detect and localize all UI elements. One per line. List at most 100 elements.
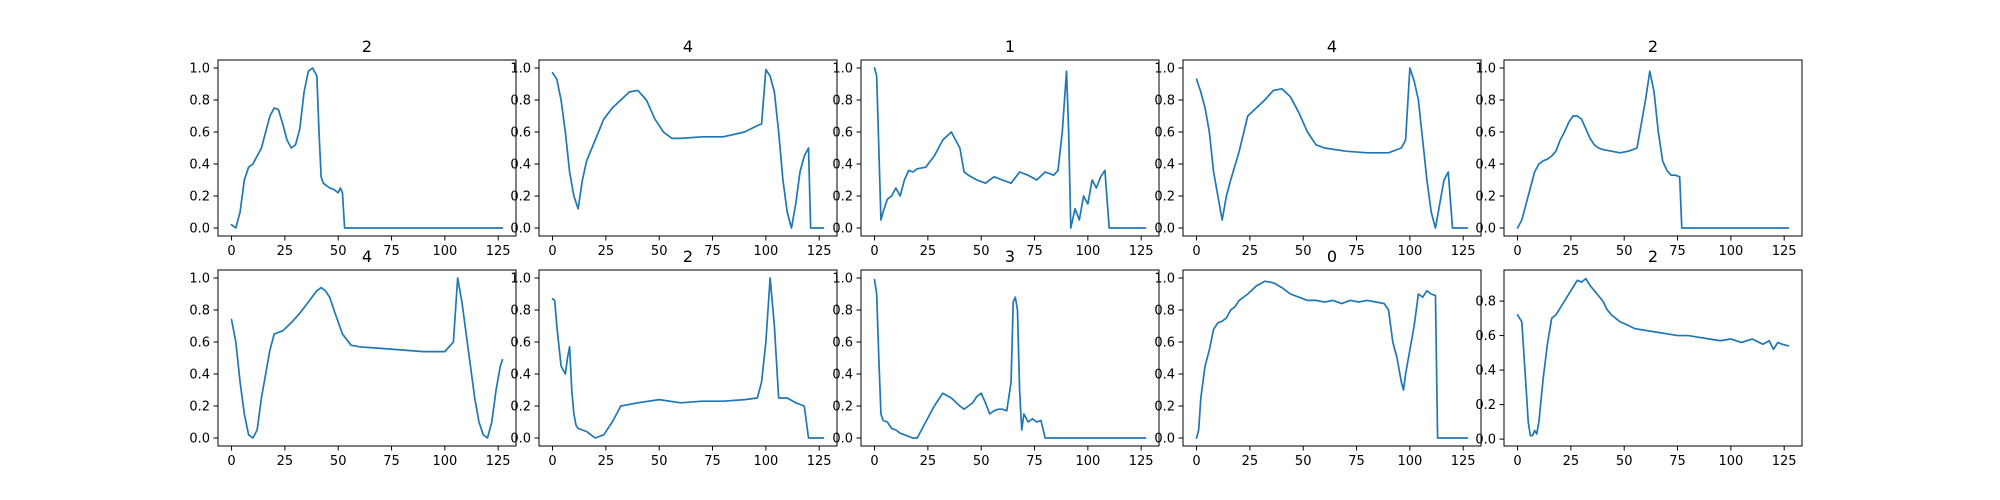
x-tick-label: 75 (1026, 454, 1043, 469)
x-tick-label: 0 (548, 244, 556, 259)
x-tick-label: 75 (704, 244, 721, 259)
y-tick-label: 0.0 (189, 222, 210, 237)
y-tick-label: 0.0 (1154, 432, 1175, 447)
y-tick-label: 0.8 (510, 304, 531, 319)
x-tick-label: 50 (330, 244, 347, 259)
x-tick-label: 50 (1616, 454, 1633, 469)
series-line (1195, 67, 1469, 229)
series-line (230, 67, 504, 229)
x-tick-label: 125 (1451, 454, 1476, 469)
y-tick-label: 0.2 (1154, 190, 1175, 205)
subplot-title: 2 (362, 37, 372, 56)
x-tick-label: 50 (1295, 244, 1312, 259)
y-tick-label: 0.0 (832, 222, 853, 237)
y-tick-label: 0.2 (510, 400, 531, 415)
x-tick-label: 125 (1772, 454, 1797, 469)
y-tick-label: 0.0 (1475, 222, 1496, 237)
x-tick-label: 100 (1397, 454, 1422, 469)
axes-frame (538, 59, 838, 237)
series-line (1195, 280, 1469, 439)
x-tick-label: 25 (1242, 454, 1259, 469)
y-tick-label: 1.0 (832, 272, 853, 287)
x-tick-label: 75 (704, 454, 721, 469)
x-tick-label: 125 (807, 244, 832, 259)
x-tick-label: 50 (1295, 454, 1312, 469)
y-tick-label: 0.6 (832, 336, 853, 351)
subplot-7: 0 25 50 75 100 125 0.0 0.2 0.4 0.6 0.8 1.0 2 (510, 247, 838, 469)
y-tick-label: 0.6 (1475, 126, 1496, 141)
subplot-8: 0 25 50 75 100 125 0.0 0.2 0.4 0.6 0.8 1.0 3 (832, 247, 1160, 469)
y-tick-label: 0.0 (510, 222, 531, 237)
x-tick-label: 50 (651, 244, 668, 259)
x-tick-label: 100 (1397, 244, 1422, 259)
x-tick-label: 75 (1669, 244, 1686, 259)
axes-frame (538, 269, 838, 447)
x-tick-label: 125 (1772, 244, 1797, 259)
y-tick-label: 0.0 (189, 432, 210, 447)
y-tick-label: 0.8 (832, 94, 853, 109)
subplot-1: 0 25 50 75 100 125 0.0 0.2 0.4 0.6 0.8 1.0 2 (189, 37, 517, 259)
subplot-6: 0 25 50 75 100 125 0.0 0.2 0.4 0.6 0.8 1.0 4 (189, 247, 517, 469)
x-tick-label: 75 (1348, 454, 1365, 469)
x-tick-label: 0 (870, 244, 878, 259)
x-tick-label: 100 (753, 454, 778, 469)
x-tick-label: 75 (383, 244, 400, 259)
y-tick-label: 1.0 (1154, 62, 1175, 77)
subplot-9: 0 25 50 75 100 125 0.0 0.2 0.4 0.6 0.8 1.0 0 (1154, 247, 1482, 469)
y-tick-label: 0.8 (189, 94, 210, 109)
subplot-title: 1 (1005, 37, 1015, 56)
x-tick-label: 50 (973, 244, 990, 259)
y-tick-label: 0.2 (832, 190, 853, 205)
axes-frame (860, 59, 1160, 237)
y-tick-label: 0.2 (1475, 398, 1496, 413)
y-tick-label: 1.0 (1475, 62, 1496, 77)
axes-frame (1503, 269, 1803, 447)
y-tick-label: 0.2 (1154, 400, 1175, 415)
y-tick-label: 0.6 (1475, 329, 1496, 344)
x-tick-label: 100 (432, 454, 457, 469)
x-tick-label: 125 (486, 454, 511, 469)
x-tick-label: 50 (651, 454, 668, 469)
y-tick-label: 0.2 (1475, 190, 1496, 205)
y-tick-label: 0.4 (1475, 158, 1496, 173)
x-tick-label: 25 (1242, 244, 1259, 259)
x-tick-label: 0 (1192, 244, 1200, 259)
x-tick-label: 75 (383, 454, 400, 469)
y-tick-label: 1.0 (510, 272, 531, 287)
x-tick-label: 50 (1616, 244, 1633, 259)
y-tick-label: 1.0 (510, 62, 531, 77)
y-tick-label: 0.0 (1154, 222, 1175, 237)
x-tick-label: 125 (1451, 244, 1476, 259)
y-tick-label: 0.4 (1154, 158, 1175, 173)
x-tick-label: 125 (1129, 244, 1154, 259)
x-tick-label: 100 (1075, 454, 1100, 469)
y-tick-label: 0.8 (189, 304, 210, 319)
x-tick-label: 100 (1718, 244, 1743, 259)
x-tick-label: 0 (1513, 454, 1521, 469)
subplot-title: 4 (362, 247, 372, 266)
subplot-title: 4 (683, 37, 693, 56)
series-line (230, 277, 504, 439)
x-tick-label: 75 (1348, 244, 1365, 259)
series-line (551, 277, 825, 439)
y-tick-label: 0.2 (832, 400, 853, 415)
y-tick-label: 0.8 (1475, 94, 1496, 109)
series-line (873, 278, 1147, 439)
series-line (873, 67, 1147, 229)
y-tick-label: 0.8 (1154, 304, 1175, 319)
y-tick-label: 0.4 (1475, 364, 1496, 379)
x-tick-label: 25 (277, 454, 294, 469)
x-tick-label: 125 (486, 244, 511, 259)
x-tick-label: 75 (1026, 244, 1043, 259)
x-tick-label: 50 (973, 454, 990, 469)
subplot-title: 3 (1005, 247, 1015, 266)
x-tick-label: 50 (330, 454, 347, 469)
y-tick-label: 0.4 (510, 158, 531, 173)
subplot-title: 0 (1327, 247, 1337, 266)
x-tick-label: 25 (598, 244, 615, 259)
y-tick-label: 0.6 (189, 336, 210, 351)
y-tick-label: 0.4 (510, 368, 531, 383)
y-tick-label: 0.4 (189, 158, 210, 173)
y-tick-label: 0.0 (832, 432, 853, 447)
subplot-5: 0 25 50 75 100 125 0.0 0.2 0.4 0.6 0.8 1.0 2 (1475, 37, 1803, 259)
